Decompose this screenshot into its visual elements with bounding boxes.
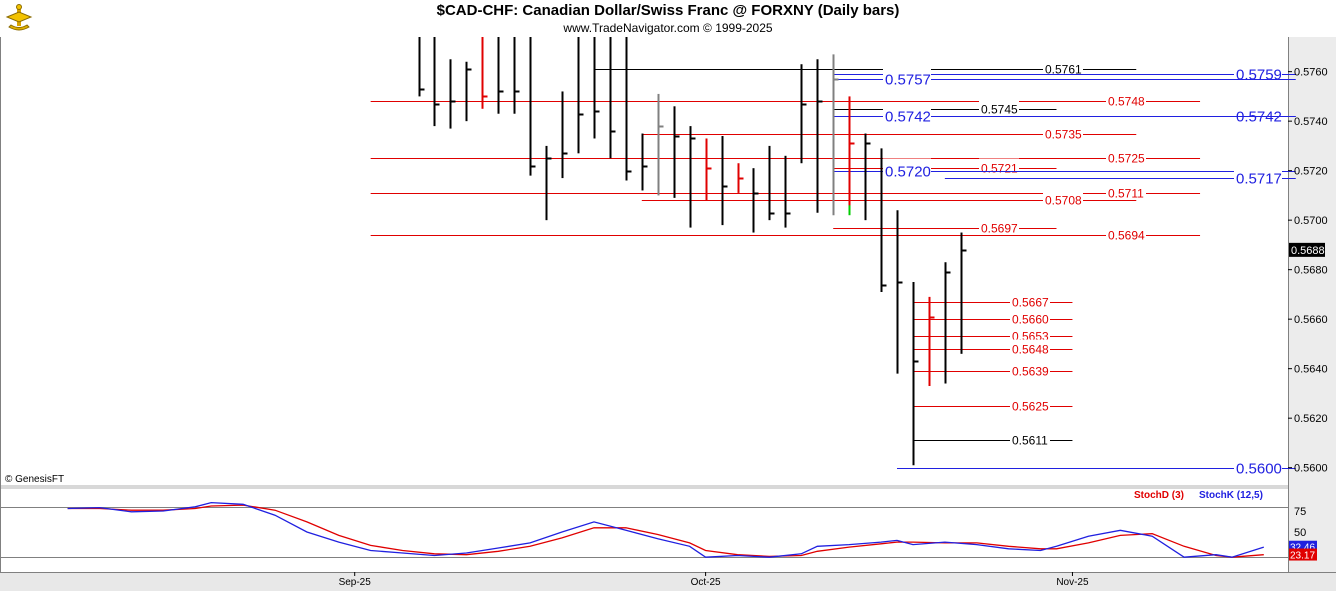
price-tick-label-7: 0.5620 <box>1294 413 1328 425</box>
level-label-background-23 <box>1234 455 1282 472</box>
level-label-3: 0.5748 <box>1108 95 1145 109</box>
copyright-label: © GenesisFT <box>5 474 65 485</box>
price-tick-label-4: 0.5680 <box>1294 265 1328 277</box>
level-label-7: 0.5735 <box>1045 128 1082 142</box>
level-label-background-20 <box>1010 361 1050 375</box>
chart-header: $CAD-CHF: Canadian Dollar/Swiss Franc @ … <box>0 0 1336 37</box>
level-label-23: 0.5600 <box>1236 461 1282 478</box>
level-label-background-2 <box>883 66 931 83</box>
price-tick-label-8: 0.5600 <box>1294 463 1328 475</box>
axis-background <box>1288 37 1336 591</box>
level-label-6: 0.5742 <box>885 109 931 126</box>
level-label-background-7 <box>1043 124 1083 138</box>
date-axis: Sep-25 Oct-25 Nov-25 <box>339 572 1089 588</box>
level-label-17: 0.5660 <box>1012 313 1049 327</box>
last-price-label: 0.5688 <box>1291 245 1325 257</box>
price-levels: 0.5761 0.5759 0.5757 0.5748 0.5745 0.5742 0.57… <box>370 59 1296 478</box>
price-tick-label-3: 0.5700 <box>1294 215 1328 227</box>
stoch-k-value: 32.46 <box>1290 543 1315 554</box>
level-label-20: 0.5639 <box>1012 365 1049 379</box>
level-label-background-12 <box>1106 183 1146 197</box>
stoch-tick-label-0: 75 <box>1294 506 1306 518</box>
level-label-background-5 <box>1234 103 1282 120</box>
level-label-16: 0.5667 <box>1012 296 1049 310</box>
last-price-box <box>1289 242 1325 257</box>
price-tick-label-1: 0.5740 <box>1294 116 1328 128</box>
level-label-background-22 <box>1010 430 1050 444</box>
date-tick-label-2: Nov-25 <box>1056 577 1089 588</box>
level-label-11: 0.5717 <box>1236 171 1282 188</box>
stoch-tick-label-1: 50 <box>1294 527 1306 539</box>
level-label-background-3 <box>1106 91 1146 105</box>
price-bars <box>418 37 967 466</box>
level-label-background-4 <box>979 99 1019 113</box>
genesis-logo-icon <box>4 3 34 38</box>
level-label-background-0 <box>1043 59 1083 73</box>
level-label-background-11 <box>1234 165 1282 182</box>
level-label-background-8 <box>1106 148 1146 162</box>
stoch-d-value-box <box>1289 548 1317 561</box>
level-label-background-14 <box>979 218 1019 232</box>
level-label-background-15 <box>1106 225 1146 239</box>
level-label-1: 0.5759 <box>1236 67 1282 84</box>
price-tick-label-2: 0.5720 <box>1294 166 1328 178</box>
price-tick-label-0: 0.5760 <box>1294 67 1328 79</box>
level-label-14: 0.5697 <box>981 222 1018 236</box>
legend-stoch-d: StochD (3) <box>1134 490 1184 501</box>
level-label-background-17 <box>1010 309 1050 323</box>
level-label-background-19 <box>1010 339 1050 353</box>
stoch-d-value: 23.17 <box>1290 551 1315 562</box>
plot-background <box>0 37 1336 591</box>
chart-subtitle: www.TradeNavigator.com © 1999-2025 <box>563 21 773 35</box>
level-label-19: 0.5648 <box>1012 343 1049 357</box>
level-label-background-9 <box>979 158 1019 172</box>
level-label-21: 0.5625 <box>1012 400 1049 414</box>
level-label-0: 0.5761 <box>1045 63 1082 77</box>
price-tick-label-6: 0.5640 <box>1294 364 1328 376</box>
level-label-4: 0.5745 <box>981 103 1018 117</box>
level-label-background-18 <box>1010 326 1050 340</box>
level-label-2: 0.5757 <box>885 72 931 89</box>
level-label-12: 0.5711 <box>1108 187 1144 201</box>
price-tick-label-5: 0.5660 <box>1294 314 1328 326</box>
level-label-background-1 <box>1234 61 1282 78</box>
panel-divider <box>0 485 1288 489</box>
price-axis: 0.5760 0.5740 0.5720 0.5700 0.5680 0.5660 0.56… <box>1288 67 1328 475</box>
level-label-background-21 <box>1010 396 1050 410</box>
level-label-15: 0.5694 <box>1108 229 1145 243</box>
level-label-background-6 <box>883 103 931 120</box>
stoch-d-line <box>67 504 1264 558</box>
chart-frame <box>0 37 1336 591</box>
level-label-9: 0.5721 <box>981 162 1018 176</box>
legend-stoch-k: StochK (12,5) <box>1199 490 1263 501</box>
level-label-10: 0.5720 <box>885 164 931 181</box>
level-label-22: 0.5611 <box>1012 434 1048 448</box>
level-label-background-16 <box>1010 292 1050 306</box>
level-label-background-10 <box>883 158 931 175</box>
date-tick-label-1: Oct-25 <box>691 577 721 588</box>
level-label-8: 0.5725 <box>1108 152 1145 166</box>
date-tick-label-0: Sep-25 <box>339 577 372 588</box>
level-label-13: 0.5708 <box>1045 194 1082 208</box>
chart-title: $CAD-CHF: Canadian Dollar/Swiss Franc @ … <box>436 2 900 19</box>
date-axis-background <box>0 572 1336 591</box>
stoch-k-line <box>67 501 1264 558</box>
level-label-background-13 <box>1043 190 1083 204</box>
